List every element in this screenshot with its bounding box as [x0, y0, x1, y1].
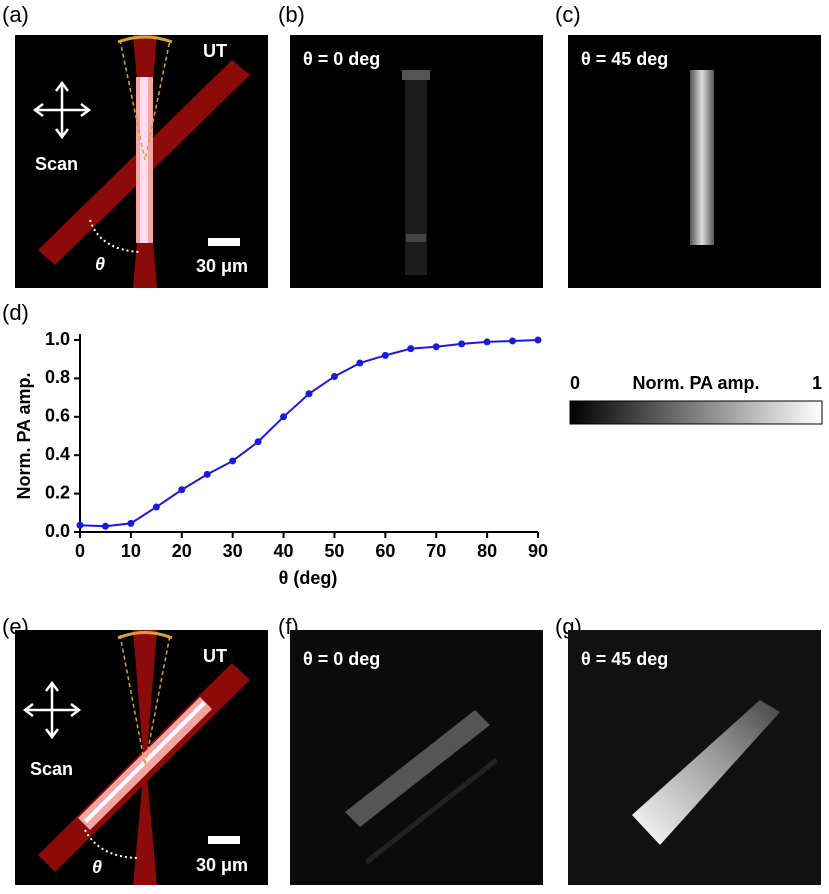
data-point: [178, 486, 186, 494]
scale-label: 30 μm: [196, 256, 248, 276]
panel-label: (d): [2, 300, 29, 325]
data-point: [509, 337, 517, 345]
probe-label: UT: [203, 646, 227, 666]
data-point: [152, 503, 160, 511]
fiber-image: [405, 70, 427, 275]
panel-label: (c): [555, 2, 581, 27]
arrow-heads: [32, 80, 92, 140]
scan-label: Scan: [35, 154, 78, 174]
fiber-end: [406, 234, 426, 242]
angle-label: θ: [95, 254, 105, 274]
data-point: [254, 438, 262, 446]
x-axis-title: θ (deg): [279, 568, 338, 588]
colorbar-title: Norm. PA amp.: [632, 373, 759, 393]
data-point: [483, 338, 491, 346]
x-tick-label: 10: [121, 541, 141, 561]
fiber-shadow: [365, 758, 498, 864]
y-tick-label: 0.2: [45, 482, 70, 502]
y-tick-label: 0.0: [45, 521, 70, 541]
cone: [119, 39, 171, 161]
x-tick-label: 40: [274, 541, 294, 561]
data-point: [432, 343, 440, 351]
data-point: [127, 519, 135, 527]
scan-arrows: [37, 85, 87, 135]
line-chart: (d) θ (deg) Norm. PA amp. 0.0 0.2 0.4 0.6 0.…: [2, 300, 548, 588]
data-point: [305, 390, 313, 398]
data-point: [101, 522, 109, 530]
y-tick-label: 1.0: [45, 329, 70, 349]
x-tick-label: 30: [223, 541, 243, 561]
panel-label: (a): [2, 2, 29, 27]
x-tick-label: 60: [375, 541, 395, 561]
transducer: [117, 35, 173, 44]
panel-title: θ = 0 deg: [303, 649, 380, 669]
panel-title: θ = 45 deg: [581, 49, 668, 69]
data-point: [203, 470, 211, 478]
fiber-image: [345, 710, 490, 827]
panel-f: (f) θ = 0 deg: [278, 614, 543, 885]
x-tick-label: 0: [75, 541, 85, 561]
angle-arc: [89, 219, 141, 253]
data-point: [407, 345, 415, 353]
fiber-end: [402, 70, 430, 80]
scale-bar: [208, 238, 240, 246]
scale-label: 30 μm: [196, 855, 248, 875]
angle-arc: [84, 829, 141, 859]
x-tick-label: 50: [324, 541, 344, 561]
scan-label: Scan: [30, 759, 73, 779]
colorbar: 0 Norm. PA amp. 1: [569, 373, 823, 425]
panel-title: θ = 45 deg: [581, 649, 668, 669]
data-line: [79, 339, 539, 528]
fiber-image: [632, 700, 780, 845]
panel-bg: [568, 630, 821, 885]
y-tick-label: 0.4: [45, 444, 70, 464]
angle-label: θ: [92, 857, 102, 877]
scale-bar: [208, 836, 240, 844]
x-tick-label: 20: [172, 541, 192, 561]
arrow-heads: [22, 680, 82, 740]
data-point: [356, 359, 364, 367]
colorbar-max: 1: [812, 373, 822, 393]
y-tick-label: 0.8: [45, 367, 70, 387]
panel-a: (a) Scan UT θ 30 μm: [2, 2, 268, 288]
x-tick-label: 70: [426, 541, 446, 561]
colorbar-min: 0: [570, 373, 580, 393]
panel-g: (g) θ = 45 deg: [555, 614, 821, 885]
panel-c: (c) θ = 45 deg: [555, 2, 821, 288]
data-point: [330, 372, 338, 380]
probe-label: UT: [203, 41, 227, 61]
data-point: [534, 336, 542, 344]
panel-title: θ = 0 deg: [303, 49, 380, 69]
x-tick-label: 80: [477, 541, 497, 561]
colorbar-gradient: [569, 400, 823, 425]
fiber-image: [690, 70, 714, 245]
panel-e: (e) Scan UT θ 30 μm: [2, 614, 268, 885]
cone: [119, 634, 171, 766]
x-tick-label: 90: [528, 541, 548, 561]
transducer: [117, 631, 173, 640]
scan-arrows: [27, 685, 77, 735]
panel-label: (b): [278, 2, 305, 27]
panel-b: (b) θ = 0 deg: [278, 2, 543, 288]
data-point: [381, 351, 389, 359]
y-tick-label: 0.6: [45, 406, 70, 426]
data-point: [229, 457, 237, 465]
data-point: [458, 340, 466, 348]
data-point: [76, 521, 84, 529]
fiber-core: [140, 77, 148, 243]
y-axis-title: Norm. PA amp.: [14, 372, 34, 499]
data-point: [280, 413, 288, 421]
